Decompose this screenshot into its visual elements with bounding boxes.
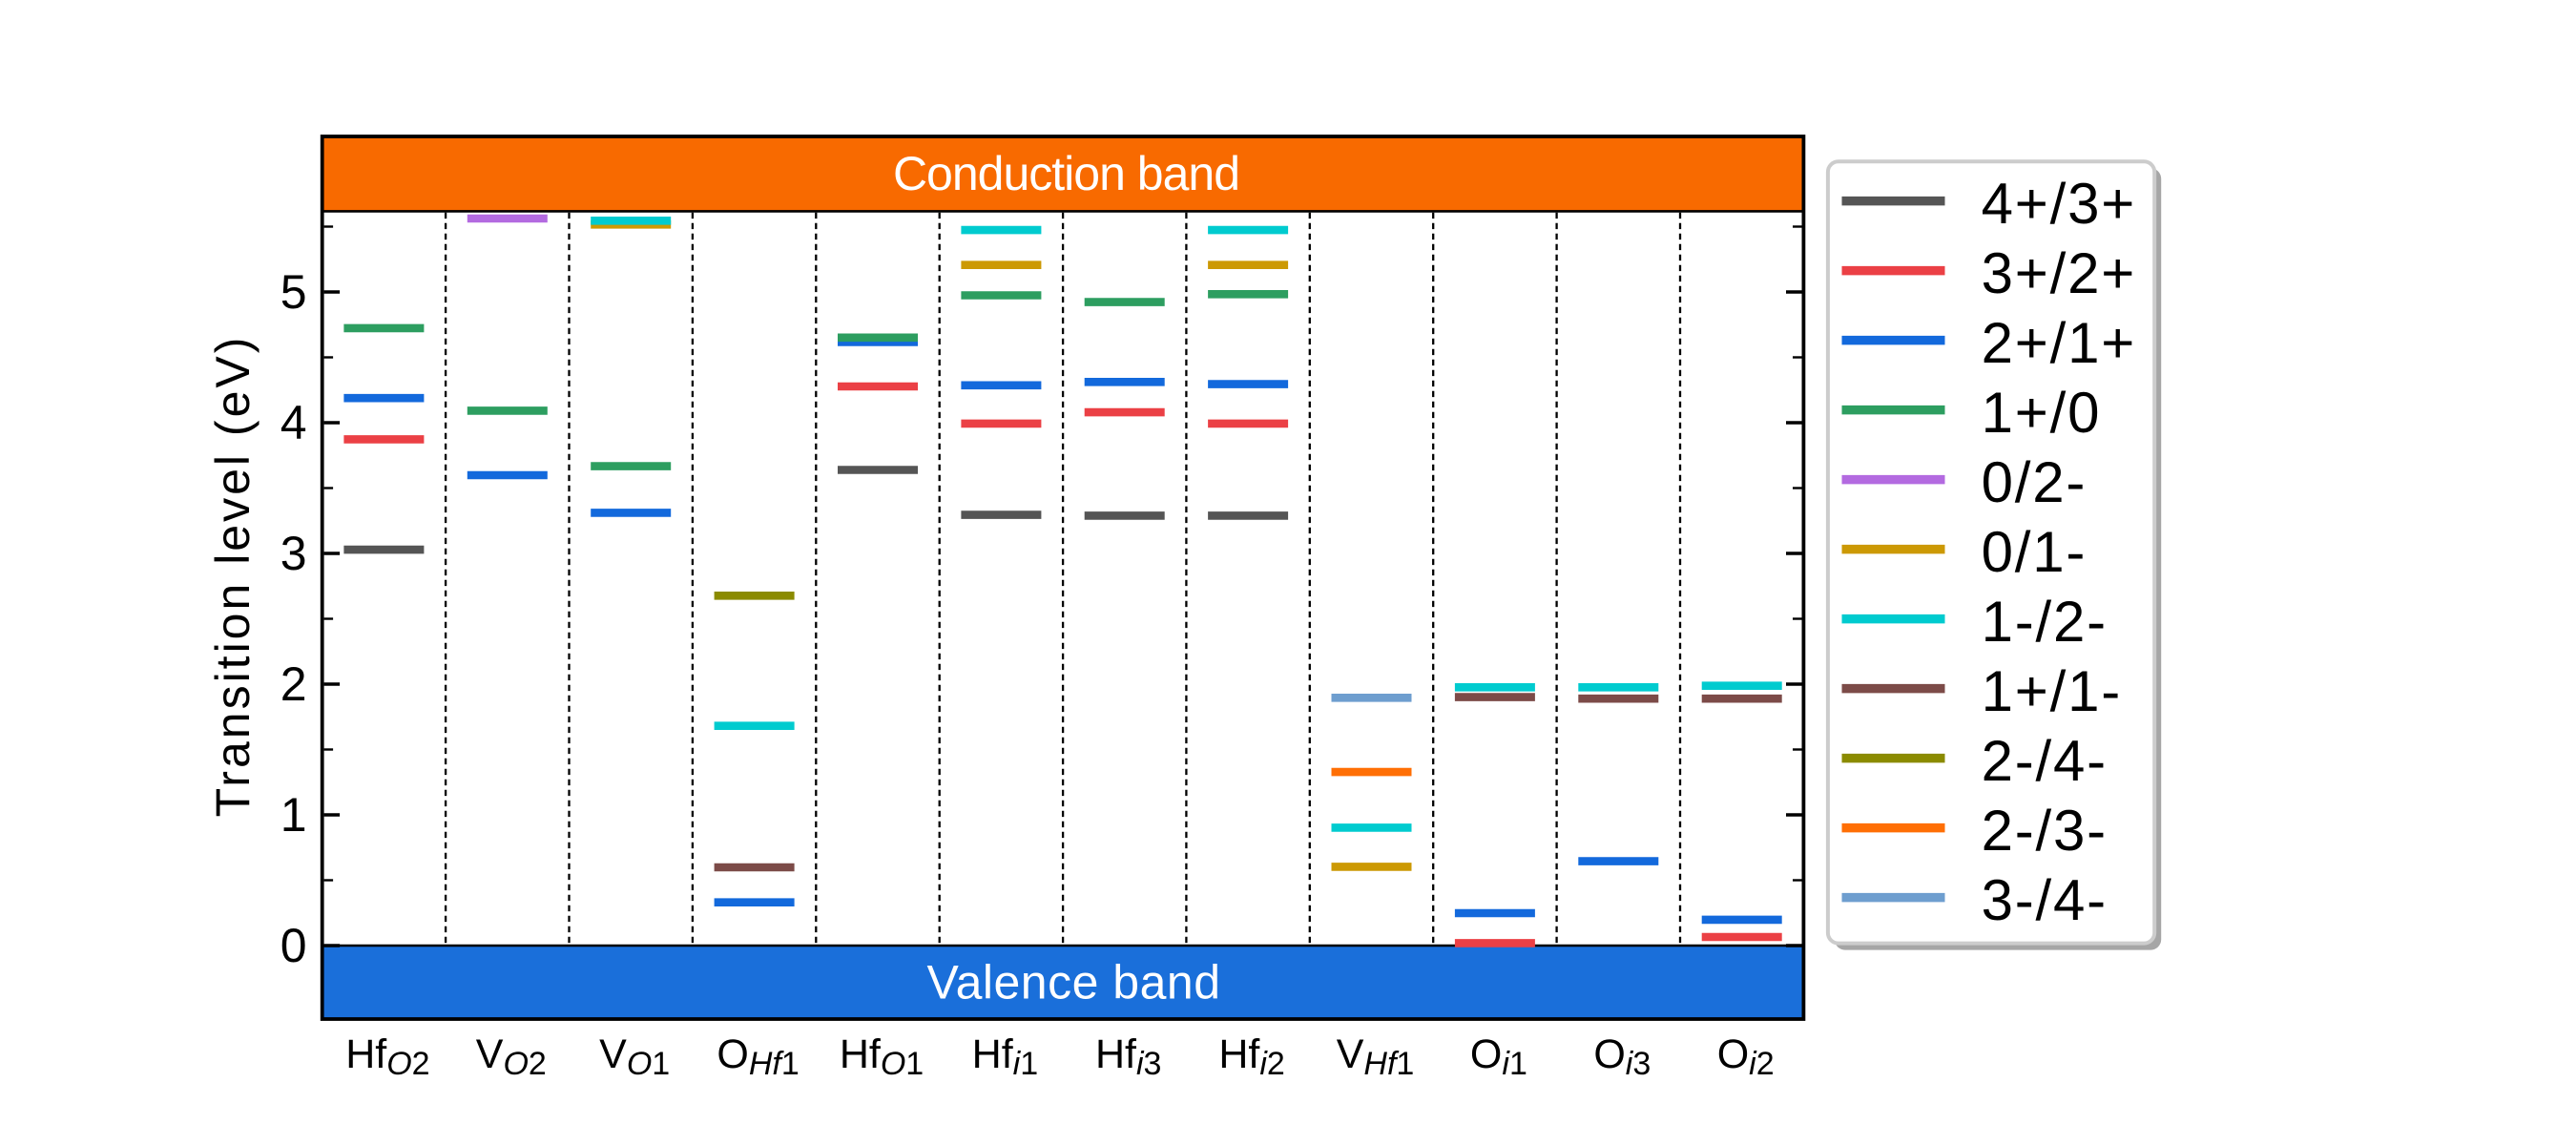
svg-text:2-/4-: 2-/4- (1982, 729, 2108, 793)
svg-text:Hfi1: Hfi1 (972, 1031, 1038, 1082)
svg-text:Oi2: Oi2 (1717, 1031, 1775, 1082)
svg-text:1+/1-: 1+/1- (1982, 659, 2122, 723)
svg-text:Valence band: Valence band (926, 956, 1220, 1010)
svg-text:1+/0: 1+/0 (1982, 381, 2102, 445)
svg-text:2: 2 (280, 657, 307, 711)
svg-text:1-/2-: 1-/2- (1982, 590, 2108, 654)
svg-text:3-/4-: 3-/4- (1982, 868, 2108, 932)
svg-text:4+/3+: 4+/3+ (1982, 172, 2137, 236)
svg-text:2+/1+: 2+/1+ (1982, 311, 2137, 375)
svg-text:4: 4 (280, 396, 307, 449)
svg-text:Transition level (eV): Transition level (eV) (206, 335, 260, 818)
svg-text:1: 1 (280, 788, 307, 842)
svg-text:2-/3-: 2-/3- (1982, 799, 2108, 863)
svg-text:3: 3 (280, 527, 307, 580)
svg-text:5: 5 (280, 265, 307, 319)
svg-text:Conduction band: Conduction band (893, 147, 1239, 200)
svg-text:0: 0 (280, 919, 307, 972)
svg-text:VO2: VO2 (476, 1031, 547, 1082)
svg-text:0/2-: 0/2- (1982, 450, 2088, 514)
svg-text:3+/2+: 3+/2+ (1982, 241, 2137, 305)
svg-text:0/1-: 0/1- (1982, 520, 2088, 584)
